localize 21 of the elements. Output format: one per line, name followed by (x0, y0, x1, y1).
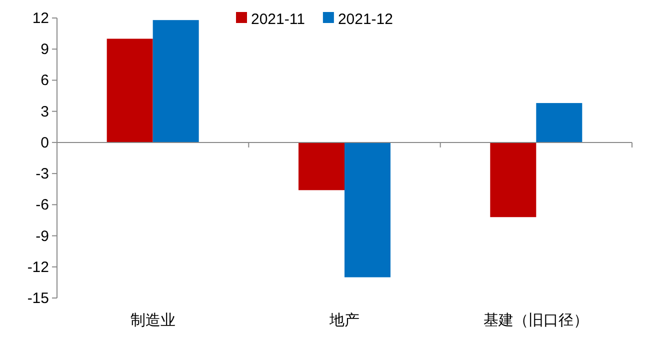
x-tick-label: 基建（旧口径） (484, 312, 589, 329)
bar (298, 142, 344, 190)
x-tick-label: 制造业 (130, 312, 176, 329)
bar (152, 20, 199, 142)
bar (536, 103, 582, 142)
bar (344, 142, 390, 278)
y-tick-label: 0 (40, 134, 49, 152)
y-tick-label: -6 (36, 196, 49, 214)
legend-label: 2021-11 (251, 11, 305, 28)
y-tick-label: -15 (27, 290, 49, 307)
y-tick-label: -3 (36, 166, 49, 183)
y-tick-label: -12 (27, 258, 49, 276)
y-tick-label: 12 (32, 10, 49, 27)
y-tick-label: 9 (40, 41, 49, 58)
bar (106, 38, 153, 142)
bar (490, 142, 536, 218)
y-tick-label: 3 (40, 103, 49, 120)
x-tick-label: 地产 (328, 312, 360, 329)
y-tick-label: -9 (36, 228, 49, 245)
legend-label: 2021-12 (338, 11, 393, 28)
y-tick-label: 6 (40, 72, 49, 90)
